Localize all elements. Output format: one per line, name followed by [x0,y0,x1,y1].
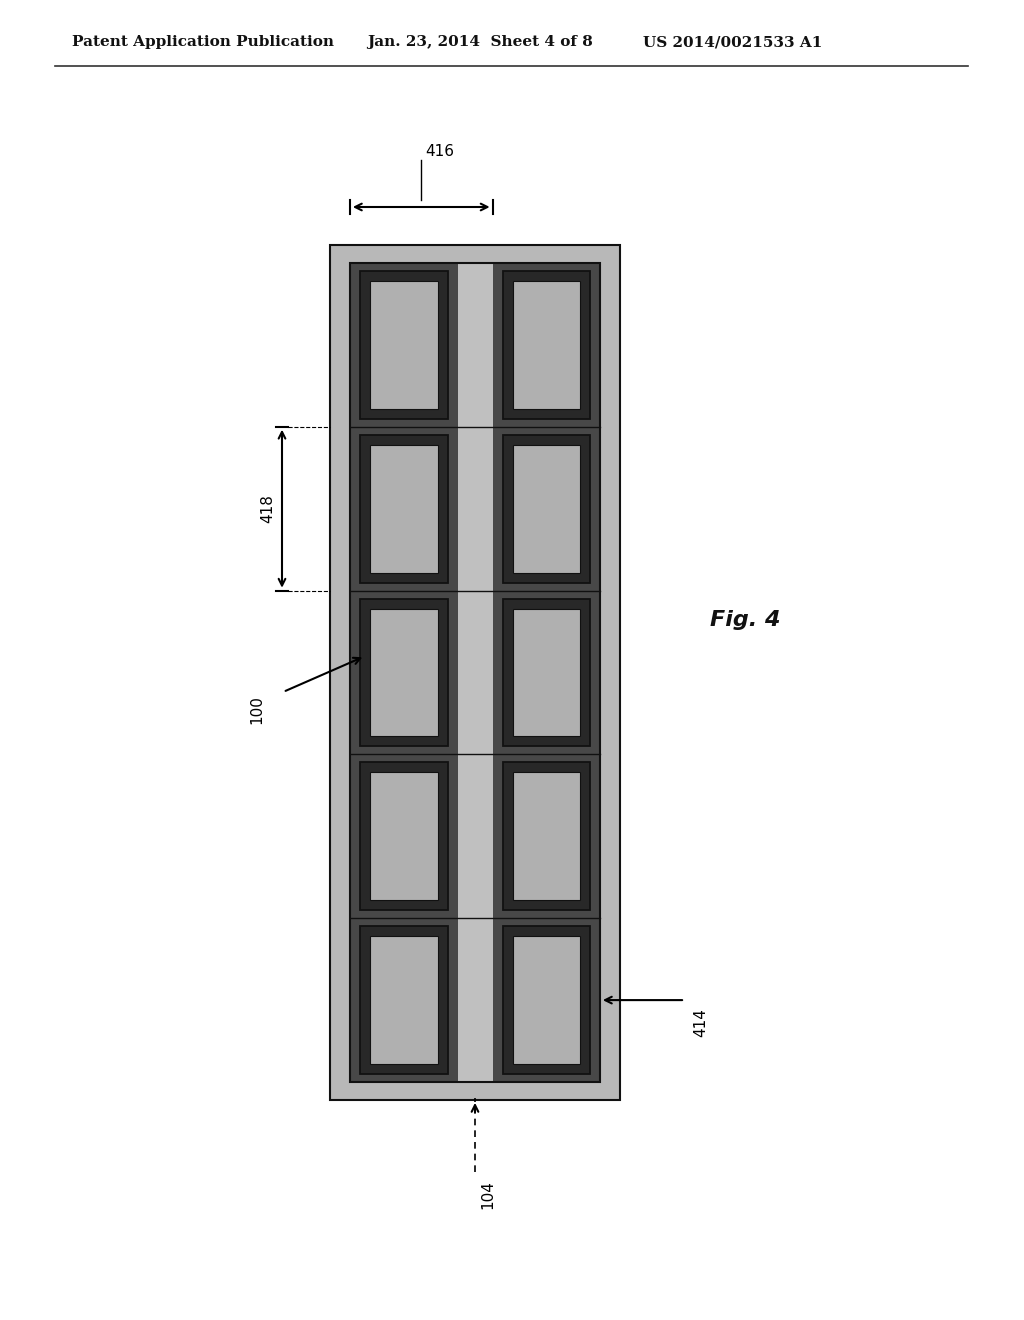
Text: 100: 100 [250,696,264,725]
Bar [350,263,600,1082]
Bar [330,246,620,1100]
Text: 104: 104 [480,1180,495,1209]
Bar [493,263,600,1082]
Bar [360,927,447,1074]
Bar [360,598,447,746]
Bar [370,772,437,900]
Text: Patent Application Publication: Patent Application Publication [72,36,334,49]
Text: Fig. 4: Fig. 4 [710,610,780,630]
Bar [503,927,590,1074]
Text: Jan. 23, 2014  Sheet 4 of 8: Jan. 23, 2014 Sheet 4 of 8 [367,36,593,49]
Bar [458,263,493,1082]
Bar [360,434,447,582]
Text: US 2014/0021533 A1: US 2014/0021533 A1 [643,36,822,49]
Bar [512,772,580,900]
Bar [503,434,590,582]
Text: 418: 418 [260,494,275,523]
Bar [503,598,590,746]
Bar [512,281,580,409]
Bar [512,445,580,573]
Bar [370,609,437,737]
Bar [512,936,580,1064]
Bar [512,609,580,737]
Bar [503,271,590,418]
Bar [360,271,447,418]
Text: 416: 416 [425,144,455,160]
Bar [370,281,437,409]
Text: 414: 414 [693,1008,708,1038]
Bar [503,763,590,911]
Bar [360,763,447,911]
Bar [370,445,437,573]
Bar [350,263,458,1082]
Bar [370,936,437,1064]
